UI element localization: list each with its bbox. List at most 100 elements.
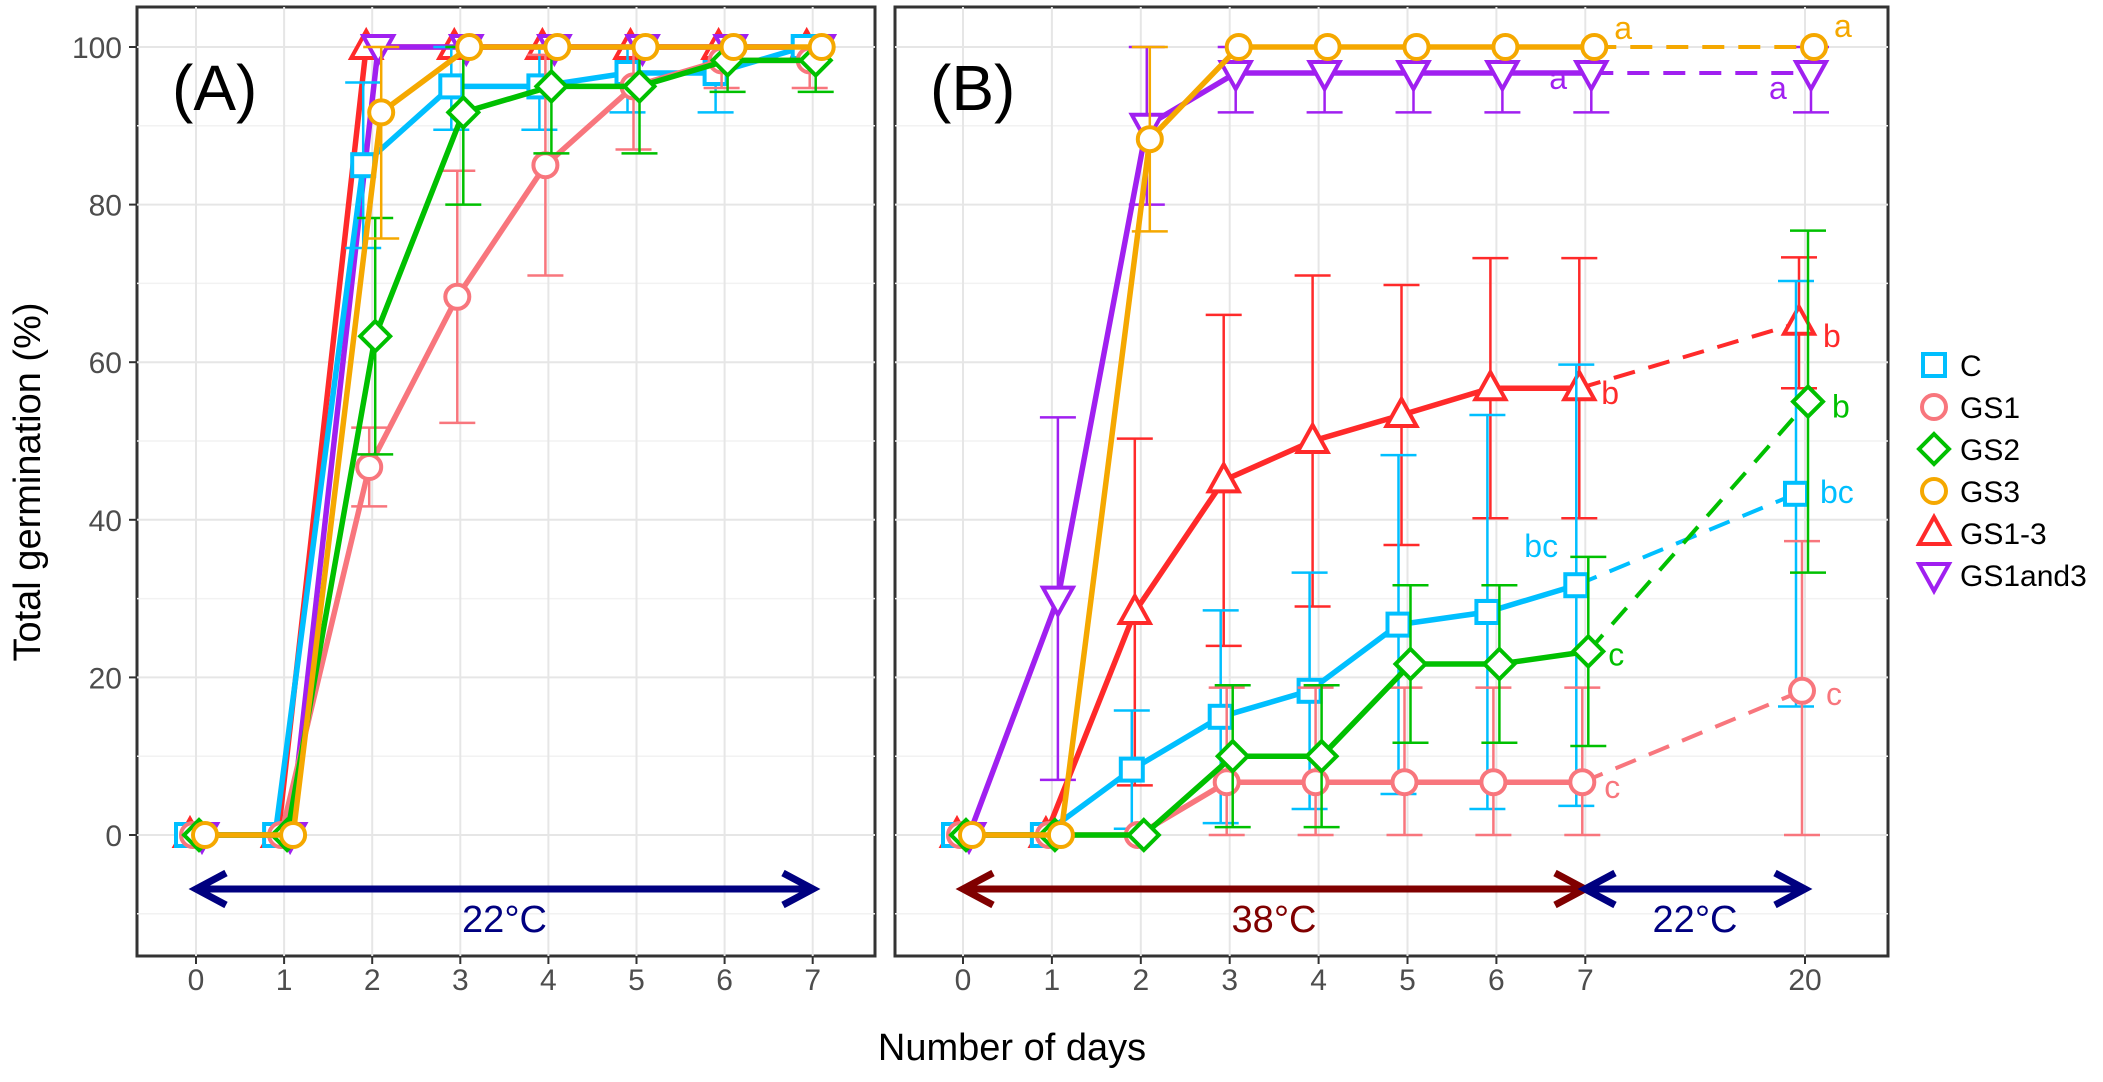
legend-key-GS1-3: [1915, 512, 1953, 546]
legend-label: GS2: [1960, 434, 2020, 467]
series-line: [957, 385, 1580, 838]
dashed-line: [1578, 320, 1800, 391]
dashed-line: [1586, 400, 1810, 653]
y-tick-label: 100: [72, 32, 122, 65]
legend-key-C: [1921, 352, 1947, 378]
panel-label: (A): [172, 52, 257, 124]
data-point: [1572, 60, 1610, 94]
panel-label: (B): [930, 52, 1015, 124]
significance-letter: bc: [1524, 528, 1558, 564]
legend-label: GS1: [1960, 392, 2020, 425]
legend-label: C: [1960, 350, 1982, 383]
data-point: [958, 821, 986, 849]
data-point: [531, 151, 560, 180]
data-point: [455, 33, 484, 61]
data-point: [1046, 821, 1075, 849]
significance-letter: a: [1549, 60, 1567, 96]
y-tick-label: 80: [89, 190, 122, 223]
data-point: [1491, 33, 1520, 61]
significance-letter: a: [1614, 10, 1632, 46]
data-point: [1301, 768, 1330, 797]
data-point: [1402, 33, 1431, 61]
data-point: [1383, 394, 1420, 428]
data-point: [1570, 633, 1607, 670]
significance-letter: bc: [1820, 474, 1854, 510]
data-point: [1560, 368, 1598, 402]
data-point: [1217, 60, 1255, 94]
data-point: [621, 68, 658, 105]
x-tick-label: 1: [1044, 964, 1061, 997]
arrowhead-left: [188, 869, 228, 909]
x-tick-label: 6: [1488, 964, 1505, 997]
data-point: [1481, 646, 1518, 682]
panel-border: [135, 5, 877, 958]
x-tick-label: 0: [955, 964, 972, 997]
data-point: [1207, 703, 1234, 730]
data-point: [1125, 817, 1162, 853]
data-point: [1039, 585, 1077, 619]
legend: C GS1 GS2 GS3 GS1-3 GS1and3: [1915, 350, 2087, 596]
legend-label: GS1and3: [1960, 560, 2087, 593]
data-point: [807, 33, 836, 61]
data-point: [1205, 460, 1243, 494]
x-tick-label: 1: [276, 964, 293, 997]
data-point: [1135, 125, 1164, 154]
arrowhead-left: [1577, 869, 1617, 909]
legend-key-GS3: [1920, 477, 1948, 505]
data-point: [1118, 756, 1145, 783]
x-tick-label: 3: [1221, 964, 1238, 997]
temperature-label: 22°C: [1653, 899, 1738, 941]
significance-letter: c: [1604, 769, 1620, 805]
series-line: [205, 44, 822, 838]
y-tick-label: 0: [105, 820, 122, 853]
panel-a: 0 1 2 3 4 5 6 7 0 20 40 60 80 100 (A) 22°C: [72, 5, 877, 997]
data-point: [719, 33, 748, 61]
y-axis-title: Total germination (%): [7, 302, 49, 661]
data-point: [350, 152, 377, 179]
legend-key-GS1and3: [1915, 562, 1953, 596]
series-line: [187, 44, 805, 838]
data-point: [1783, 480, 1809, 507]
data-point: [1116, 591, 1154, 625]
legend-key-GS2: [1916, 431, 1952, 467]
y-tick-label: 20: [89, 662, 122, 695]
data-point: [1788, 676, 1816, 705]
data-point: [1392, 646, 1429, 682]
arrowhead-left: [955, 869, 995, 909]
y-tick-label: 40: [89, 505, 122, 538]
data-point: [1294, 420, 1331, 454]
data-point: [1580, 33, 1609, 61]
x-tick-label: 7: [1577, 964, 1594, 997]
data-point: [1474, 598, 1501, 625]
data-point: [1303, 738, 1340, 775]
data-point: [1472, 368, 1509, 402]
data-point: [445, 94, 482, 131]
data-point: [357, 318, 394, 355]
data-point: [1563, 572, 1590, 599]
data-point: [1214, 738, 1251, 775]
data-point: [1790, 383, 1826, 420]
data-point: [1212, 768, 1241, 797]
significance-letter: c: [1608, 636, 1624, 672]
series-GS1-3: bb: [938, 256, 1841, 848]
data-point: [1792, 60, 1830, 94]
data-point: [1395, 60, 1432, 94]
x-tick-label: 4: [540, 964, 557, 997]
data-point: [543, 33, 572, 61]
data-point: [1306, 60, 1343, 94]
data-point: [1479, 768, 1508, 797]
x-tick-label: 7: [804, 964, 821, 997]
x-tick-label: 3: [452, 964, 469, 997]
x-tick-label: 0: [188, 964, 205, 997]
significance-letter: b: [1601, 375, 1619, 411]
significance-letter: c: [1826, 676, 1842, 712]
data-point: [367, 98, 396, 127]
data-point: [1800, 33, 1828, 61]
data-point: [191, 821, 219, 849]
significance-letter: a: [1769, 70, 1787, 106]
arrowhead-right: [781, 869, 821, 909]
